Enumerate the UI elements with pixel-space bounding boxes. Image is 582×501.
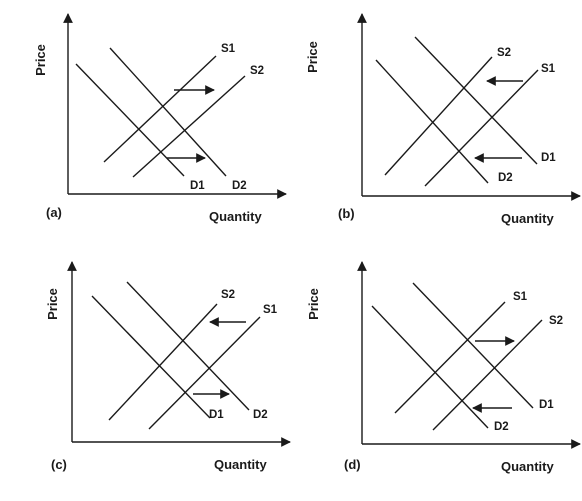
panel-c-curve-3 bbox=[91, 295, 211, 419]
panel-d-curve-4-label: D2 bbox=[494, 421, 509, 433]
panel-a-curve-1-label: S1 bbox=[221, 43, 236, 55]
panel-c-curve-2 bbox=[148, 316, 261, 430]
panel-b-curve-3-label: D1 bbox=[541, 152, 556, 164]
panel-c-label: (c) bbox=[51, 457, 67, 472]
panel-d-curve-4 bbox=[371, 305, 489, 429]
panel-a-curve-4 bbox=[109, 47, 227, 177]
panel-d-x-axis-label: Quantity bbox=[501, 459, 554, 474]
panel-c bbox=[67, 261, 291, 447]
panel-c-curve-4 bbox=[126, 281, 250, 411]
panel-a-x-axis-label: Quantity bbox=[209, 209, 262, 224]
panel-c-curve-1 bbox=[108, 303, 218, 421]
panel-a-curve-1 bbox=[103, 55, 217, 163]
panel-a-curve-4-label: D2 bbox=[232, 180, 247, 192]
panel-c-curve-2-label: S1 bbox=[263, 304, 278, 316]
panel-b-x-axis-label: Quantity bbox=[501, 211, 554, 226]
panel-b-curve-2 bbox=[424, 69, 539, 187]
panel-b-curve-2-label: S1 bbox=[541, 63, 556, 75]
panel-a bbox=[63, 13, 287, 199]
panel-d-curve-3-label: D1 bbox=[539, 399, 554, 411]
panel-b-curve-3 bbox=[414, 36, 538, 165]
panel-c-curve-4-label: D2 bbox=[253, 409, 268, 421]
panel-d-curve-1-label: S1 bbox=[513, 291, 528, 303]
panel-c-x-axis-label: Quantity bbox=[214, 457, 267, 472]
panel-b bbox=[357, 13, 581, 201]
panel-c-curve-1-label: S2 bbox=[221, 289, 235, 301]
panel-b-y-axis-label: Price bbox=[305, 41, 320, 73]
panel-a-curve-2 bbox=[132, 75, 246, 178]
panel-b-curve-1 bbox=[384, 56, 493, 176]
panel-a-y-axis-label: Price bbox=[33, 44, 48, 76]
panel-d-y-axis-label: Price bbox=[306, 288, 321, 320]
panel-d-label: (d) bbox=[344, 457, 361, 472]
panel-c-y-axis-label: Price bbox=[45, 288, 60, 320]
panel-d-curve-2 bbox=[432, 319, 543, 431]
panel-d-curve-2-label: S2 bbox=[549, 315, 563, 327]
panel-d-curve-1 bbox=[394, 301, 506, 414]
panel-a-label: (a) bbox=[46, 205, 62, 220]
panel-a-curve-3-label: D1 bbox=[190, 180, 205, 192]
panel-a-curve-2-label: S2 bbox=[250, 65, 264, 77]
panel-b-curve-4 bbox=[375, 59, 489, 184]
panel-a-curve-3 bbox=[75, 63, 185, 177]
panel-b-label: (b) bbox=[338, 206, 355, 221]
panel-d bbox=[357, 261, 581, 449]
panel-d-curve-3 bbox=[412, 282, 534, 409]
panel-c-curve-3-label: D1 bbox=[209, 409, 224, 421]
panel-b-curve-4-label: D2 bbox=[498, 172, 513, 184]
panel-b-curve-1-label: S2 bbox=[497, 47, 511, 59]
